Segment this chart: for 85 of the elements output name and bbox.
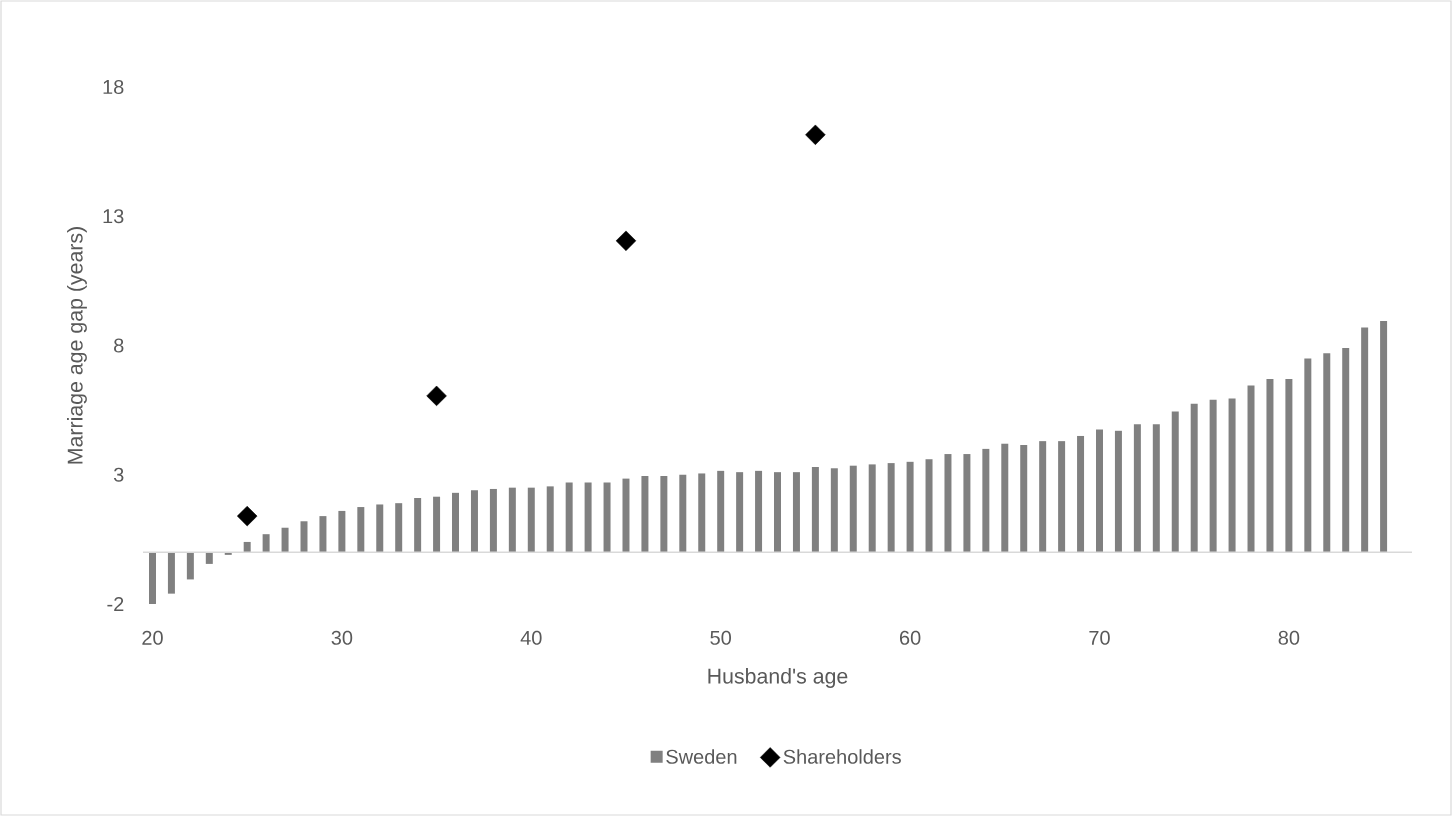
bar (679, 474, 687, 553)
x-tick-label: 30 (331, 630, 353, 645)
y-tick-label: 18 (103, 79, 124, 95)
x-tick-label: 70 (1089, 630, 1110, 645)
bar (414, 498, 422, 553)
bar (395, 503, 403, 553)
bar (1323, 353, 1331, 553)
bar (319, 516, 327, 553)
bar (376, 504, 384, 553)
bar (243, 541, 251, 553)
bar (1152, 424, 1160, 553)
bar (849, 465, 857, 553)
bar (1266, 379, 1274, 553)
bar (982, 448, 990, 553)
bar (774, 472, 782, 553)
y-tick-label: -2 (107, 597, 124, 611)
bar (944, 454, 952, 553)
bar (868, 464, 876, 553)
bar (470, 490, 478, 553)
bar (489, 488, 497, 553)
bar (1077, 435, 1085, 553)
bar (1228, 398, 1236, 553)
bar (1133, 424, 1141, 553)
bar (167, 552, 175, 594)
bar (925, 459, 933, 553)
bar (603, 482, 611, 553)
y-axis-title: Marriage age gap (years) (67, 227, 87, 464)
bar (357, 507, 365, 553)
point (805, 124, 826, 145)
bar (205, 552, 213, 564)
bar (1058, 441, 1066, 553)
bar (338, 510, 346, 553)
bar (660, 476, 668, 553)
bar (1361, 327, 1369, 553)
bar (1171, 411, 1179, 553)
bar (1114, 430, 1122, 553)
bar (508, 487, 516, 553)
x-tick-label: 20 (142, 630, 163, 645)
point (615, 230, 637, 251)
bar (755, 470, 763, 553)
bar (792, 472, 800, 553)
bar (148, 552, 156, 604)
x-tick-label: 40 (520, 630, 542, 645)
y-tick-label: 8 (114, 338, 124, 353)
bar (565, 482, 573, 553)
bar (584, 482, 592, 553)
bar (641, 476, 649, 553)
bar (622, 478, 630, 553)
bar (1247, 385, 1255, 553)
bar (527, 487, 535, 553)
bar (1095, 429, 1103, 553)
bar (887, 463, 895, 553)
bar (281, 527, 289, 553)
bar (736, 472, 744, 553)
bar (1039, 441, 1047, 553)
bar (1285, 379, 1293, 553)
x-tick-label: 80 (1278, 630, 1300, 645)
x-axis-title: Husband's age (708, 668, 848, 688)
bar (717, 470, 725, 553)
y-tick-label: 13 (103, 209, 124, 224)
bar (300, 521, 308, 553)
point (237, 505, 258, 527)
bar (1342, 348, 1350, 553)
bar (262, 534, 270, 553)
bar (698, 473, 706, 553)
x-tick-label: 60 (899, 630, 921, 645)
bar (1304, 358, 1312, 553)
bar (452, 492, 460, 553)
bar (1001, 443, 1009, 553)
bar (811, 466, 819, 553)
bar (1190, 403, 1198, 553)
x-tick-label: 50 (710, 630, 732, 645)
bar (186, 552, 194, 580)
legend-label: Sweden (666, 749, 737, 764)
bar (1380, 320, 1388, 553)
bar (1020, 445, 1028, 553)
bar (963, 454, 971, 553)
bar (1209, 399, 1217, 553)
bar (830, 468, 838, 553)
point (426, 385, 447, 407)
bar (546, 486, 554, 553)
bar (433, 496, 441, 553)
legend-label: Shareholders (783, 749, 901, 764)
bar (906, 461, 914, 553)
y-tick-label: 3 (113, 467, 124, 482)
